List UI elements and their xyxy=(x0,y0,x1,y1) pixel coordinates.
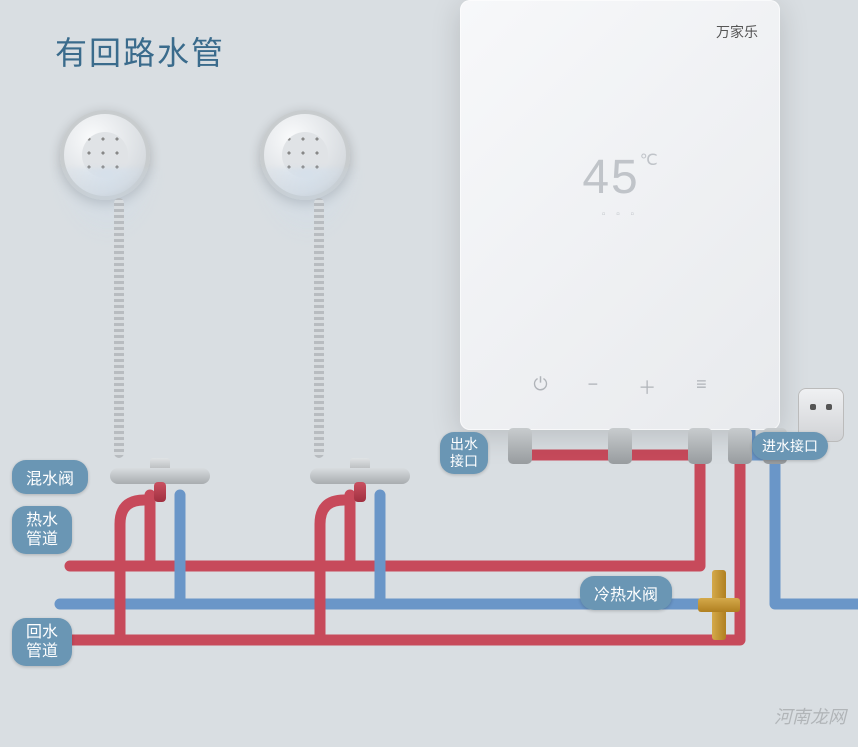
heater-brand: 万家乐 xyxy=(716,22,758,42)
power-icon: ⏻ xyxy=(533,374,547,400)
heater-unit: ℃ xyxy=(640,152,658,169)
mixing-valve-2 xyxy=(310,458,410,496)
menu-icon: ≡ xyxy=(696,374,707,400)
label-inlet: 进水接口 xyxy=(752,432,828,460)
watermark: 河南龙网 xyxy=(774,703,846,729)
minus-icon: − xyxy=(588,374,599,400)
heater-connector-3 xyxy=(688,428,712,464)
plus-icon: ＋ xyxy=(638,374,656,400)
heater-display: 45℃ ▫ ▫ ▫ xyxy=(582,150,657,220)
heater-indicator-dots: ▫ ▫ ▫ xyxy=(582,209,657,220)
label-mixing-valve: 混水阀 xyxy=(12,460,88,494)
shower-head-icon xyxy=(60,110,150,200)
shower-head-2 xyxy=(260,110,350,200)
shower-hose-2 xyxy=(314,198,324,458)
label-return-pipe: 回水 管道 xyxy=(12,618,72,666)
mixing-valve-1 xyxy=(110,458,210,496)
heater-temperature: 45 xyxy=(582,151,639,204)
shower-hose-1 xyxy=(114,198,124,458)
shower-head-1 xyxy=(60,110,150,200)
heater-mid-connector xyxy=(608,428,632,464)
shower-head-icon xyxy=(260,110,350,200)
label-hc-valve: 冷热水阀 xyxy=(580,576,672,610)
page-title: 有回路水管 xyxy=(55,28,225,74)
hot-cold-t-valve xyxy=(698,570,740,640)
heater-controls: ⏻ − ＋ ≡ xyxy=(533,374,706,400)
label-outlet: 出水 接口 xyxy=(440,432,488,474)
heater-outlet-connector xyxy=(508,428,532,464)
label-hot-pipe: 热水 管道 xyxy=(12,506,72,554)
water-heater: 万家乐 45℃ ▫ ▫ ▫ ⏻ − ＋ ≡ xyxy=(460,0,780,430)
heater-connector-4 xyxy=(728,428,752,464)
